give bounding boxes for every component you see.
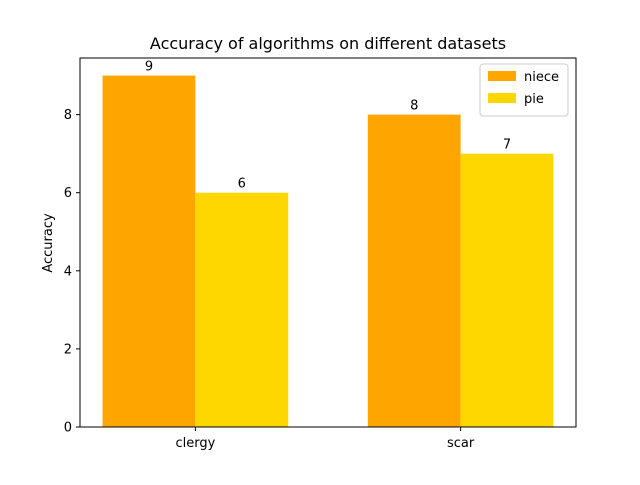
x-tick-label-clergy: clergy	[175, 436, 215, 451]
data-label-pie-clergy: 6	[238, 177, 246, 192]
axes-layer: 0 2 4 6 8 clergy scar	[64, 57, 577, 451]
legend-swatch-niece	[488, 71, 516, 81]
y-tick-label: 0	[64, 421, 72, 436]
x-tick-label-scar: scar	[447, 436, 475, 451]
legend: niece pie	[479, 63, 569, 117]
legend-swatch-pie	[488, 93, 516, 103]
bar-niece-clergy	[102, 75, 196, 428]
y-tick-label: 8	[64, 108, 72, 123]
chart-title: Accuracy of algorithms on different data…	[150, 34, 506, 53]
y-axis-label: Accuracy	[41, 213, 56, 273]
y-tick-label: 6	[64, 186, 72, 201]
bar-niece-scar	[367, 114, 461, 427]
legend-label-niece: niece	[524, 70, 559, 85]
bar-pie-clergy	[195, 192, 289, 427]
bar-pie-scar	[460, 153, 554, 427]
plot-frame	[79, 57, 577, 428]
y-tick-label: 2	[64, 342, 72, 357]
data-label-niece-clergy: 9	[145, 60, 153, 75]
bars-layer: 9 8 6 7	[102, 60, 554, 428]
y-tick-label: 4	[64, 264, 72, 279]
legend-label-pie: pie	[524, 92, 544, 107]
data-label-niece-scar: 8	[410, 99, 418, 114]
data-label-pie-scar: 7	[503, 138, 511, 153]
